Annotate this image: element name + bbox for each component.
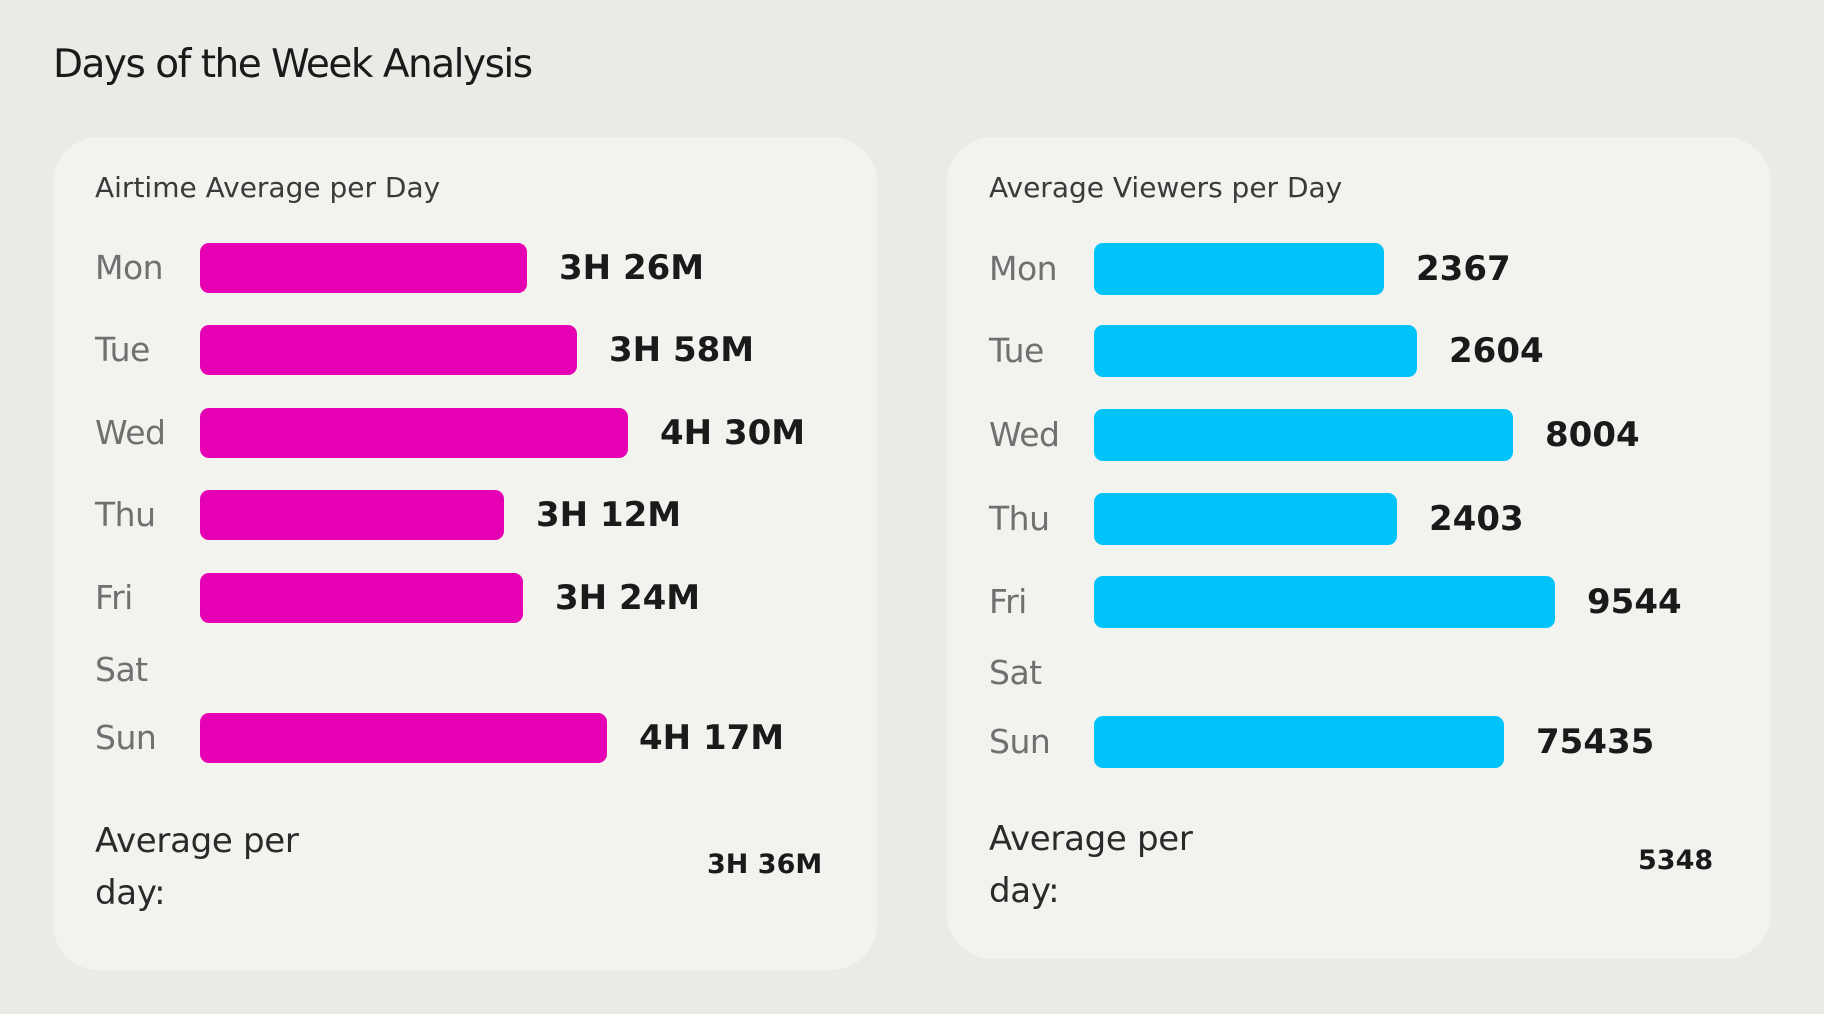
airtime-day-label: Thu	[95, 495, 156, 534]
viewers-value-label: 9544	[1587, 582, 1682, 622]
viewers-row-fri: Fri 9544	[947, 575, 1771, 629]
airtime-day-label: Sun	[95, 718, 157, 757]
viewers-value-label: 2403	[1429, 499, 1524, 539]
viewers-day-label: Sat	[989, 653, 1042, 692]
viewers-bar	[1094, 325, 1417, 377]
airtime-row-mon: Mon 3H 26M	[53, 242, 877, 294]
airtime-bar	[200, 325, 577, 375]
viewers-day-label: Wed	[989, 415, 1060, 454]
airtime-bar	[200, 243, 527, 293]
airtime-value-label: 3H 12M	[536, 495, 682, 535]
airtime-row-thu: Thu 3H 12M	[53, 489, 877, 541]
viewers-bar	[1094, 716, 1504, 768]
airtime-row-sat: Sat	[53, 644, 877, 696]
viewers-value-label: 2604	[1449, 331, 1544, 371]
viewers-row-thu: Thu 2403	[947, 492, 1771, 546]
airtime-bar	[200, 408, 628, 458]
viewers-row-sat: Sat	[947, 646, 1771, 700]
airtime-bar	[200, 490, 504, 540]
airtime-day-label: Wed	[95, 413, 166, 452]
airtime-value-label: 3H 26M	[559, 248, 705, 288]
viewers-bar	[1094, 493, 1397, 545]
viewers-chart-title: Average Viewers per Day	[989, 171, 1343, 204]
airtime-bar	[200, 573, 523, 623]
airtime-average-label: Average per day:	[95, 821, 299, 913]
airtime-day-label: Fri	[95, 578, 133, 617]
airtime-row-tue: Tue 3H 58M	[53, 324, 877, 376]
viewers-day-label: Tue	[989, 331, 1044, 370]
airtime-chart-title: Airtime Average per Day	[95, 171, 441, 204]
airtime-value-label: 3H 24M	[555, 578, 701, 618]
viewers-average-label: Average per day:	[989, 819, 1193, 911]
viewers-bar	[1094, 576, 1555, 628]
airtime-day-label: Tue	[95, 330, 150, 369]
viewers-chart-card: Average Viewers per Day Mon 2367 Tue 2604 We…	[947, 137, 1771, 959]
viewers-day-label: Sun	[989, 722, 1051, 761]
airtime-value-label: 4H 30M	[660, 413, 806, 453]
airtime-chart-card: Airtime Average per Day Mon 3H 26M Tue 3H 5…	[53, 137, 877, 970]
viewers-value-label: 8004	[1545, 415, 1640, 455]
viewers-average-value: 5348	[1638, 845, 1714, 876]
airtime-day-label: Mon	[95, 248, 164, 287]
viewers-row-tue: Tue 2604	[947, 324, 1771, 378]
viewers-row-sun: Sun 75435	[947, 715, 1771, 769]
airtime-value-label: 4H 17M	[639, 718, 785, 758]
viewers-bar	[1094, 409, 1513, 461]
viewers-value-label: 75435	[1536, 722, 1655, 762]
airtime-row-fri: Fri 3H 24M	[53, 572, 877, 624]
viewers-value-label: 2367	[1416, 249, 1511, 289]
airtime-value-label: 3H 58M	[609, 330, 755, 370]
airtime-average-value: 3H 36M	[707, 849, 823, 880]
viewers-row-wed: Wed 8004	[947, 408, 1771, 462]
viewers-day-label: Fri	[989, 582, 1027, 621]
viewers-day-label: Mon	[989, 249, 1058, 288]
airtime-day-label: Sat	[95, 650, 148, 689]
viewers-bar	[1094, 243, 1384, 295]
airtime-row-sun: Sun 4H 17M	[53, 712, 877, 764]
airtime-row-wed: Wed 4H 30M	[53, 407, 877, 459]
viewers-day-label: Thu	[989, 499, 1050, 538]
page-title: Days of the Week Analysis	[53, 42, 533, 87]
viewers-row-mon: Mon 2367	[947, 242, 1771, 296]
airtime-bar	[200, 713, 607, 763]
